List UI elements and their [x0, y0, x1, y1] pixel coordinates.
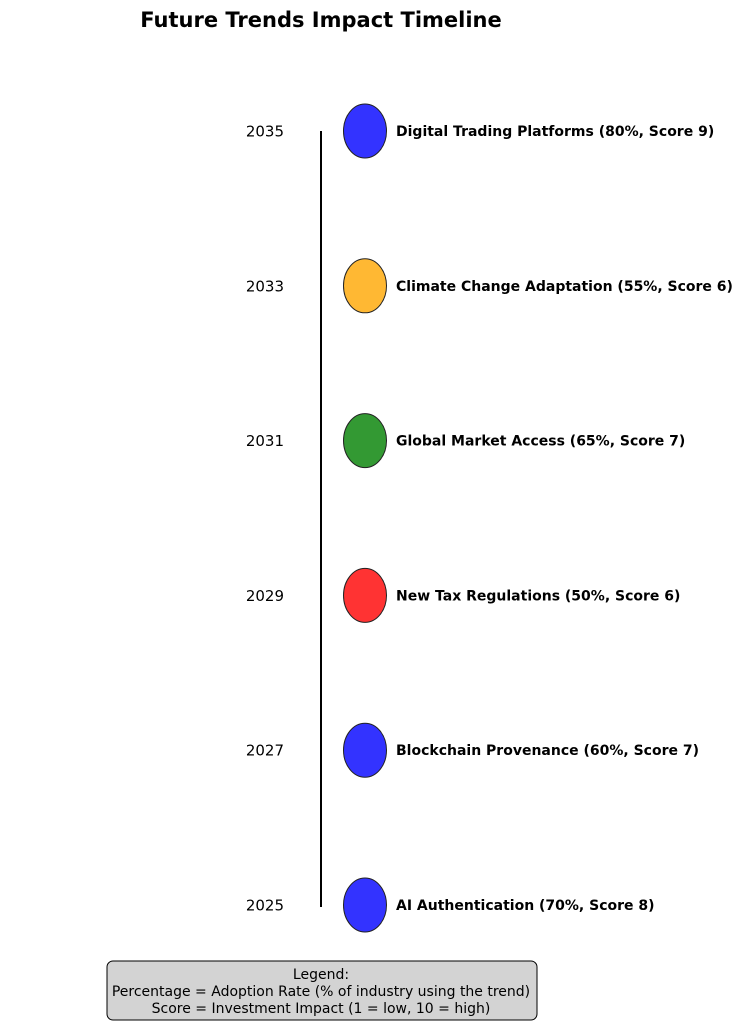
legend-score-line: Score = Investment Impact (1 = low, 10 =…	[152, 1001, 491, 1017]
legend-heading: Legend:	[293, 967, 349, 983]
events-group: 2035 Digital Trading Platforms (80%, Scor…	[246, 103, 733, 933]
timeline-event: 2025 AI Authentication (70%, Score 8)	[246, 877, 655, 933]
legend-box: Legend: Percentage = Adoption Rate (% of…	[106, 960, 538, 1021]
event-year: 2025	[246, 897, 284, 915]
timeline-event: 2029 New Tax Regulations (50%, Score 6)	[246, 567, 680, 623]
event-marker	[343, 567, 387, 623]
event-year: 2031	[246, 432, 284, 450]
event-year: 2027	[246, 742, 284, 760]
event-marker	[343, 877, 387, 933]
timeline-event: 2035 Digital Trading Platforms (80%, Scor…	[246, 103, 714, 159]
event-label: Climate Change Adaptation (55%, Score 6)	[396, 279, 733, 295]
timeline-event: 2031 Global Market Access (65%, Score 7)	[246, 413, 685, 469]
event-label: Global Market Access (65%, Score 7)	[396, 434, 685, 450]
legend-percentage-line: Percentage = Adoption Rate (% of industr…	[112, 984, 530, 1000]
timeline-event: 2027 Blockchain Provenance (60%, Score 7)	[246, 722, 699, 778]
event-label: Blockchain Provenance (60%, Score 7)	[396, 743, 699, 759]
event-year: 2029	[246, 587, 284, 605]
event-marker	[343, 258, 387, 314]
chart-title: Future Trends Impact Timeline	[140, 8, 502, 32]
event-marker	[343, 722, 387, 778]
event-label: AI Authentication (70%, Score 8)	[396, 898, 655, 914]
event-year: 2035	[246, 123, 284, 141]
event-year: 2033	[246, 277, 284, 295]
timeline-event: 2033 Climate Change Adaptation (55%, Scor…	[246, 258, 733, 314]
event-label: New Tax Regulations (50%, Score 6)	[396, 588, 680, 604]
event-marker	[343, 103, 387, 159]
event-marker	[343, 413, 387, 469]
event-label: Digital Trading Platforms (80%, Score 9)	[396, 124, 714, 140]
